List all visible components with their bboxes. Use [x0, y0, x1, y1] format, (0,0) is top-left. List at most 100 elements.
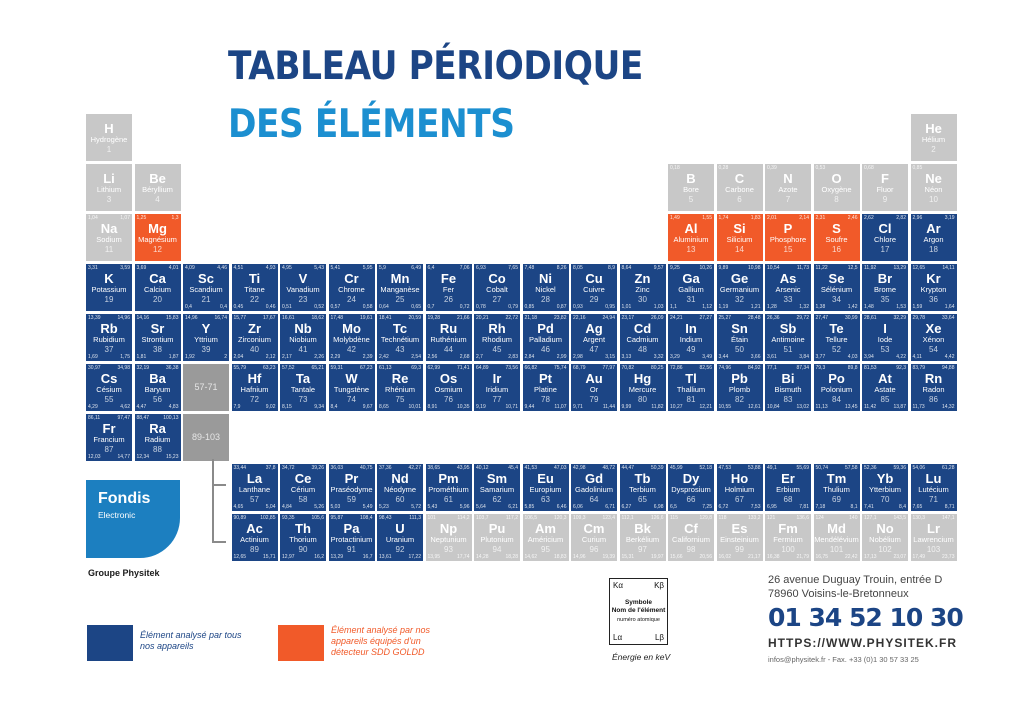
- element-ka: 13,39: [88, 315, 101, 321]
- element-num: 24: [347, 295, 356, 304]
- element-sym: Nb: [294, 321, 312, 336]
- element-hf: 55,79 63,23 Hf Hafnium 72 7,9 9,02: [231, 364, 278, 411]
- element-cs: 30,97 34,98 Cs Césium 55 4,29 4,62: [86, 364, 132, 411]
- connector-line: [212, 459, 214, 542]
- website-link[interactable]: HTTPS://WWW.PHYSITEK.FR: [768, 636, 957, 650]
- element-sym: Fe: [440, 271, 457, 286]
- element-kb: 102,85: [260, 515, 276, 521]
- element-ka: 27,47: [815, 315, 829, 321]
- element-er: 49,1 55,69 Er Erbium 68 6,95 7,81: [765, 464, 811, 511]
- element-ka: 47,53: [718, 465, 732, 471]
- email-fax[interactable]: infos@physitek.fr - Fax. +33 (0)1 30 57 …: [768, 655, 919, 664]
- element-ka: 103,7: [476, 515, 489, 521]
- element-la: 10,55: [718, 404, 732, 410]
- element-sym: Ta: [295, 371, 311, 386]
- element-ru: 19,28 21,66 Ru Ruthénium 44 2,56 2,68: [425, 314, 472, 361]
- element-lb: 9,34: [314, 404, 324, 410]
- element-la: 12,65: [233, 554, 247, 560]
- element-os: 62,99 71,41 Os Osmium 76 8,91 10,35: [425, 364, 472, 411]
- element-name: Bore: [683, 185, 699, 194]
- element-ka: 11,22: [815, 265, 828, 271]
- element-kb: 47,03: [553, 465, 567, 471]
- legend-text-sdd: Élément analysé par nos appareils équipé…: [331, 625, 431, 657]
- phone-number[interactable]: 01 34 52 10 30: [768, 603, 964, 632]
- element-lr: 130,3 147,1 Lr Lawrencium 103 17,49 23,73: [910, 514, 957, 561]
- element-sym: Sr: [150, 321, 165, 336]
- element-kb: 6,49: [411, 265, 421, 271]
- element-num: 51: [783, 345, 793, 354]
- element-num: 12: [153, 245, 162, 254]
- element-num: 49: [686, 345, 696, 354]
- element-lb: 4,83: [168, 404, 179, 410]
- element-ka: 0,68: [864, 165, 874, 171]
- element-lb: 5,96: [459, 504, 470, 510]
- element-ka: 26,36: [767, 315, 780, 321]
- element-kb: 143,5: [893, 515, 906, 521]
- element-la: 9,71: [573, 404, 583, 410]
- element-name: Plutonium: [480, 535, 514, 544]
- element-num: 38: [153, 345, 162, 354]
- element-num: 26: [444, 295, 453, 304]
- element-sym: Co: [488, 271, 506, 286]
- element-kb: 126,6: [650, 515, 664, 521]
- element-lb: 0,4: [220, 304, 227, 310]
- element-sym: Ne: [925, 171, 942, 186]
- key-lb: Lβ: [654, 633, 664, 642]
- element-kb: 28,48: [747, 315, 761, 321]
- element-sym: I: [883, 321, 887, 336]
- element-kb: 42,27: [408, 465, 421, 471]
- element-sym: Tm: [826, 471, 847, 486]
- element-ka: 23,17: [621, 315, 635, 321]
- element-sym: Dy: [682, 471, 700, 486]
- element-ka: 124: [815, 515, 824, 521]
- element-sym: Bk: [634, 521, 651, 536]
- element-fm: 121 136,6 Fm Fermium 100 16,38 21,79: [765, 514, 811, 561]
- element-lb: 15,71: [262, 554, 276, 560]
- element-kb: 97,47: [117, 415, 130, 421]
- element-lb: 18,83: [553, 554, 567, 560]
- element-num: 96: [589, 545, 599, 554]
- element-kb: 22,72: [505, 315, 518, 321]
- element-sym: Hf: [247, 371, 262, 386]
- element-ne: 0,85 Ne Néon 10: [910, 164, 957, 211]
- element-name: Uranium: [385, 535, 415, 544]
- element-num: 63: [541, 495, 550, 504]
- element-num: 59: [347, 495, 356, 504]
- element-sym: Ar: [926, 221, 941, 236]
- element-name: Manganèse: [380, 285, 420, 294]
- element-zn: 8,64 9,57 Zn Zinc 30 1,01 1,03: [619, 264, 666, 311]
- element-lb: 18,28: [505, 554, 518, 560]
- element-sym: C: [734, 171, 745, 186]
- element-sym: Rb: [100, 321, 118, 336]
- element-kb: 40,75: [359, 465, 373, 471]
- element-sym: Ga: [682, 271, 700, 286]
- key-num: numéro atomique: [617, 617, 660, 623]
- element-tm: 50,74 57,58 Tm Thulium 69 7,18 8,1: [813, 464, 860, 511]
- element-lb: 2,12: [265, 354, 276, 360]
- element-lb: 1,53: [896, 304, 906, 310]
- element-name: Radium: [144, 435, 171, 444]
- element-c: 0,28 C Carbone 6: [716, 164, 763, 211]
- element-pa: 95,87 108,4 Pa Protactinium 91 13,29 16,7: [328, 514, 375, 561]
- element-la: 10,27: [670, 404, 683, 410]
- element-ka: 121: [767, 515, 776, 521]
- element-kb: 10,26: [699, 265, 712, 271]
- element-num: 99: [735, 545, 744, 554]
- element-kb: 32,29: [893, 315, 906, 321]
- series-placeholder: 89-103: [183, 414, 229, 461]
- element-ka: 1,49: [670, 215, 680, 221]
- element-name: Mendélévium: [814, 535, 859, 544]
- element-ka: 79,3: [815, 365, 826, 371]
- element-ka: 4,51: [233, 265, 244, 271]
- element-lb: 2,99: [556, 354, 567, 360]
- element-name: Arsenic: [775, 285, 801, 294]
- element-kb: 108,4: [359, 515, 373, 521]
- element-ka: 52,36: [864, 465, 877, 471]
- element-kb: 114,2: [457, 515, 470, 521]
- element-sym: At: [878, 371, 892, 386]
- element-num: 65: [638, 495, 647, 504]
- element-kb: 53,88: [747, 465, 761, 471]
- element-ka: 29,78: [912, 315, 926, 321]
- element-la: 1,59: [912, 304, 923, 310]
- element-lb: 4,03: [847, 354, 858, 360]
